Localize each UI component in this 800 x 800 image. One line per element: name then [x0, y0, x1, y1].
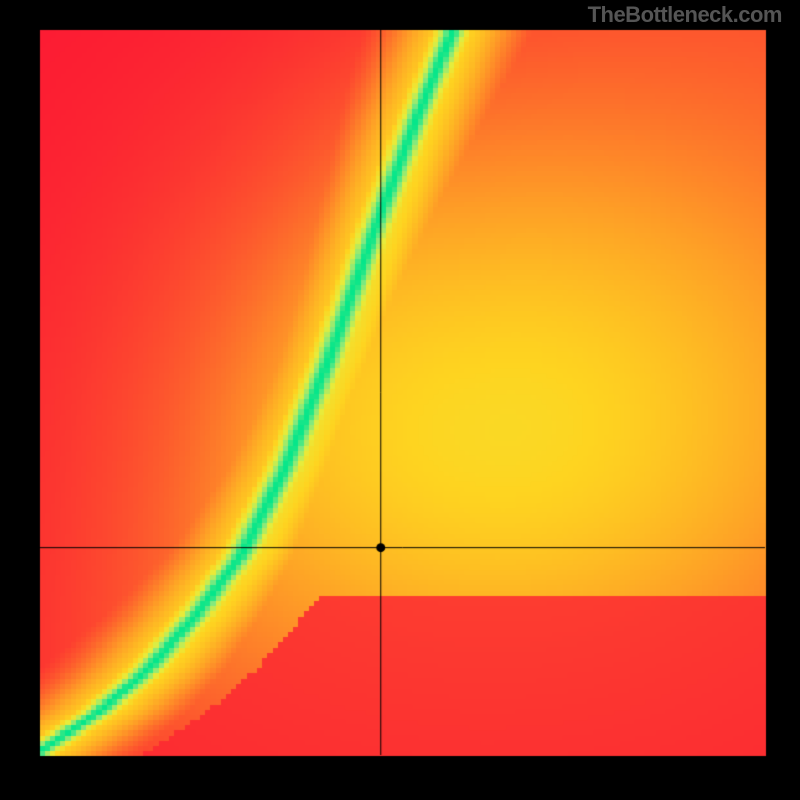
bottleneck-heatmap: [0, 0, 800, 800]
watermark-text: TheBottleneck.com: [588, 2, 782, 28]
